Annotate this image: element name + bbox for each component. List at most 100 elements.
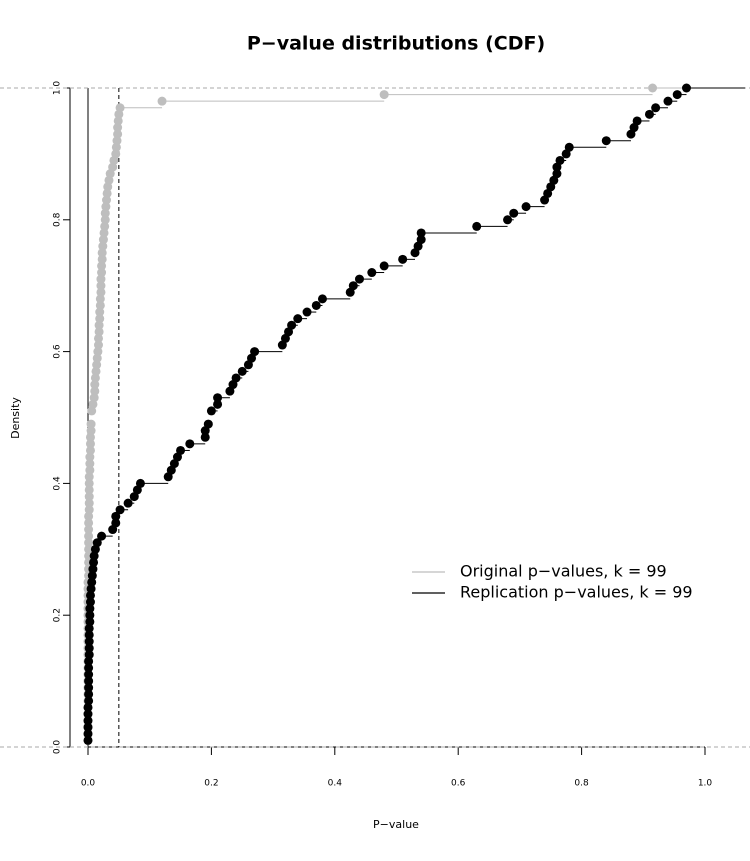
point xyxy=(94,327,104,337)
point xyxy=(157,96,167,106)
point xyxy=(85,432,95,442)
point xyxy=(85,590,95,600)
point xyxy=(97,261,107,271)
point xyxy=(100,208,110,218)
point xyxy=(521,202,531,212)
x-tick-label: 0.8 xyxy=(574,779,589,789)
point xyxy=(92,360,102,370)
point xyxy=(398,254,408,264)
point xyxy=(90,373,100,383)
point xyxy=(84,544,94,554)
point xyxy=(115,103,125,113)
point xyxy=(115,505,125,515)
legend-label: Replication p−values, k = 99 xyxy=(460,583,693,602)
point xyxy=(555,155,565,165)
x-axis-label: P−value xyxy=(373,818,419,831)
point xyxy=(84,689,94,699)
point xyxy=(176,445,186,455)
point xyxy=(84,696,94,706)
point xyxy=(97,531,107,541)
point xyxy=(95,300,105,310)
point xyxy=(601,136,611,146)
x-tick-label: 0.4 xyxy=(328,779,343,789)
point xyxy=(84,663,94,673)
point xyxy=(84,498,94,508)
point xyxy=(100,221,110,231)
point xyxy=(648,83,658,93)
point xyxy=(84,518,94,528)
point xyxy=(95,314,105,324)
point xyxy=(200,432,210,442)
point xyxy=(354,274,364,284)
point xyxy=(84,650,94,660)
y-tick-label: 0.2 xyxy=(53,608,63,622)
point xyxy=(89,393,99,403)
point xyxy=(88,564,98,574)
point xyxy=(85,452,95,462)
point xyxy=(94,320,104,330)
point xyxy=(85,459,95,469)
point xyxy=(416,228,426,238)
point xyxy=(84,656,94,666)
point xyxy=(101,202,111,212)
point xyxy=(83,709,93,719)
point xyxy=(91,366,101,376)
point xyxy=(83,735,93,745)
point xyxy=(93,347,103,357)
point xyxy=(83,729,93,739)
y-tick-label: 0.6 xyxy=(53,344,63,359)
point xyxy=(84,505,94,515)
point xyxy=(85,445,95,455)
point xyxy=(95,294,105,304)
point xyxy=(293,314,303,324)
point xyxy=(98,235,108,245)
point xyxy=(84,683,94,693)
point xyxy=(379,261,389,271)
point xyxy=(102,195,112,205)
point xyxy=(102,188,112,198)
point xyxy=(87,571,97,581)
point xyxy=(113,129,123,139)
point xyxy=(84,511,94,521)
point xyxy=(84,670,94,680)
point xyxy=(84,637,94,647)
point xyxy=(651,103,661,113)
point xyxy=(90,386,100,396)
point xyxy=(552,169,562,179)
point xyxy=(311,300,321,310)
point xyxy=(123,498,133,508)
point xyxy=(84,630,94,640)
y-axis-label: Density xyxy=(9,397,22,439)
point xyxy=(97,248,107,258)
point xyxy=(96,287,106,297)
point xyxy=(83,702,93,712)
point xyxy=(86,426,96,436)
point xyxy=(644,109,654,119)
point xyxy=(287,320,297,330)
point xyxy=(84,525,94,535)
point xyxy=(112,136,122,146)
point xyxy=(416,235,426,245)
point xyxy=(472,221,482,231)
point xyxy=(681,83,691,93)
point xyxy=(100,215,110,225)
point xyxy=(348,281,358,291)
point xyxy=(113,116,123,126)
legend-label: Original p−values, k = 99 xyxy=(460,562,667,581)
point xyxy=(86,584,96,594)
point xyxy=(509,208,519,218)
point xyxy=(250,347,260,357)
point xyxy=(203,419,213,429)
point xyxy=(111,149,121,159)
point xyxy=(95,307,105,317)
point xyxy=(206,406,216,416)
point xyxy=(503,215,513,225)
point xyxy=(85,610,95,620)
point xyxy=(632,116,642,126)
point xyxy=(84,538,94,548)
x-tick-label: 0.0 xyxy=(81,779,96,789)
point xyxy=(231,373,241,383)
point xyxy=(93,340,103,350)
point xyxy=(84,478,94,488)
